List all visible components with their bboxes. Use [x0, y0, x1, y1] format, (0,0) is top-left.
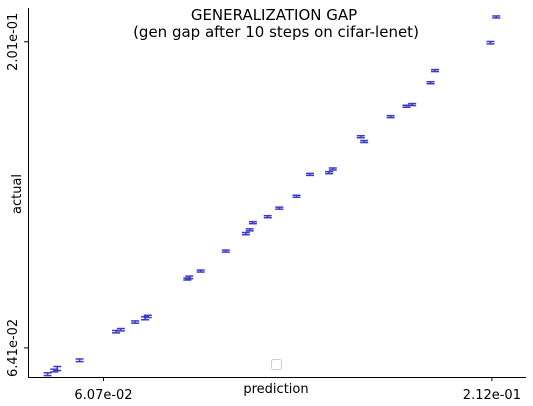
x-axis-label: prediction [243, 382, 308, 397]
error-bar-point [263, 214, 272, 219]
x-ticks: 6.07e-02 2.12e-01 [74, 377, 521, 403]
error-bar-point [245, 228, 254, 232]
error-bar-point [492, 15, 501, 19]
y-tick-label: 2.01e-01 [6, 13, 21, 71]
error-bar-point [408, 102, 417, 107]
error-bar-point [53, 365, 62, 372]
x-tick-label: 2.12e-01 [463, 388, 521, 403]
y-ticks: 6.41e-02 2.01e-01 [6, 13, 28, 377]
error-bar-point [328, 167, 337, 171]
data-series [43, 15, 501, 377]
error-bar-point [241, 231, 250, 236]
error-bar-point [292, 194, 301, 199]
error-bar-point [116, 327, 125, 332]
error-bar-point [75, 358, 84, 363]
error-bar-point [143, 314, 152, 319]
y-axis-label: actual [10, 174, 25, 214]
error-bar-point [426, 80, 435, 85]
error-bar-point [248, 220, 257, 225]
error-bar-point [360, 139, 369, 144]
error-bar-point [131, 320, 140, 324]
error-bar-point [221, 249, 230, 253]
error-bar-point [325, 170, 334, 175]
error-bar-point [305, 172, 314, 177]
error-bar-point [43, 372, 52, 377]
error-bar-point [430, 68, 439, 73]
error-bar-point [356, 134, 365, 139]
error-bar-point [386, 114, 395, 119]
error-bar-point [486, 40, 495, 45]
error-bar-point [275, 206, 284, 210]
chart-title: GENERALIZATION GAP [191, 6, 357, 24]
legend-box [271, 359, 282, 370]
error-bar-point [196, 269, 205, 273]
error-bar-point [185, 275, 194, 280]
chart-subtitle: (gen gap after 10 steps on cifar-lenet) [133, 23, 419, 41]
x-tick-label: 6.07e-02 [74, 388, 132, 403]
y-tick-label: 6.41e-02 [6, 319, 21, 377]
